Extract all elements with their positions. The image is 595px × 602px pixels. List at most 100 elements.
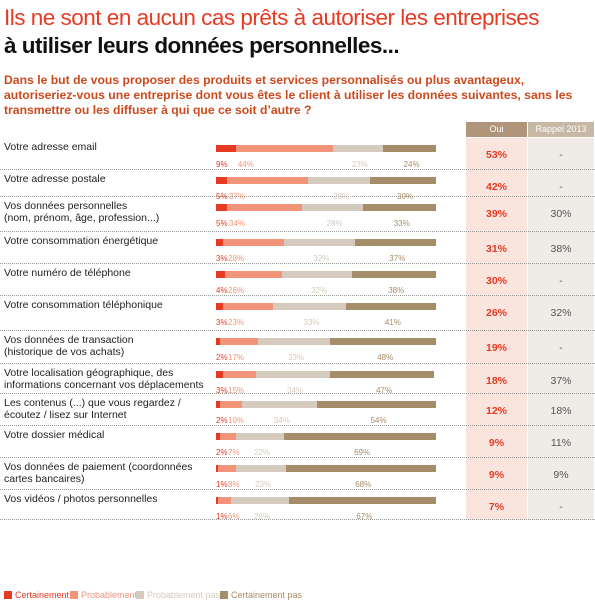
bar-segment-probablement-pas [301,204,364,211]
rappel-value: 11% [550,437,572,449]
row-label: Votre localisation géographique, des inf… [4,367,204,391]
bar-segment-certainement-pas [352,271,436,278]
data-label-certainement-pas: 48% [377,353,394,362]
legend-label: Certainement [15,590,70,600]
data-label-certainement: 5% [216,219,228,228]
table-row: Votre consommation téléphonique 3% 23% 33% 4… [0,296,595,331]
table-row: Votre localisation géographique, des inf… [0,364,595,395]
oui-value: 53% [485,149,507,161]
rappel-value: 30% [550,208,572,220]
bar-segment-probablement-pas [231,497,289,504]
bar-segment-probablement-pas [235,433,285,440]
data-label-certainement-pas: 33% [393,219,410,228]
oui-column-header: Oui [466,122,527,137]
row-separator [0,231,595,232]
data-label-certainement: 1% [216,512,228,521]
row-label: Votre numéro de téléphone [4,267,131,279]
rappel-column-background [528,138,594,520]
table-row: Votre dossier médical 2% 7% 22% 69% 9% 11% [0,426,595,458]
data-label-certainement: 3% [216,386,228,395]
data-label-certainement-pas: 38% [388,286,405,295]
data-label-certainement-pas: 68% [355,480,372,489]
legend-label: Certainement pas [231,590,303,600]
rappel-value: 32% [550,307,572,319]
data-label-certainement-pas: 54% [370,416,387,425]
bar-segment-probablement-pas [235,465,287,472]
oui-value: 31% [485,243,507,255]
bar-segment-certainement [216,303,223,310]
row-separator [0,425,595,426]
data-label-certainement-pas: 37% [389,254,406,263]
rappel-value: - [559,181,563,193]
legend-label: Probablement pas [147,590,221,600]
oui-value: 9% [488,437,505,449]
data-label-probablement: 15% [228,386,245,395]
table-row: Les contenus (...) que vous regardez / é… [0,394,595,426]
table-row: Vos vidéos / photos personnelles 1% 6% 26% 6… [0,490,595,521]
rappel-value: - [559,149,563,161]
bar-segment-certainement [216,465,219,472]
bar-segment-probablement [218,497,232,504]
bar-segment-probablement-pas [282,271,353,278]
bar-segment-certainement [216,204,227,211]
row-separator [0,457,595,458]
oui-value: 30% [485,275,507,287]
rappel-value: - [559,342,563,354]
data-label-probablement: 7% [228,448,240,457]
bar-segment-probablement [235,145,333,152]
rappel-value: - [559,501,563,513]
table-row: Votre adresse postale 5% 37% 28% 30% 42% - [0,170,595,201]
row-label: Vos données de paiement (coordonnées car… [4,461,193,485]
bar-segment-certainement [216,177,227,184]
bar-segment-probablement [222,371,256,378]
data-label-probablement-pas: 32% [313,254,330,263]
data-label-certainement-pas: 24% [403,160,420,169]
rappel-value: 9% [553,469,569,481]
row-label: Les contenus (...) que vous regardez / é… [4,397,181,421]
bar-segment-probablement [218,465,236,472]
row-separator [0,489,595,490]
data-label-certainement-pas: 69% [354,448,371,457]
oui-value: 18% [485,375,507,387]
survey-question: Dans le but de vous proposer des produit… [4,73,573,117]
rappel-value: - [559,275,563,287]
row-separator [0,196,595,197]
bar-segment-certainement-pas [345,303,436,310]
table-row: Votre adresse email 9% 44% 23% 24% 53% - [0,138,595,170]
data-label-probablement: 10% [228,416,245,425]
bar-segment-certainement [216,271,225,278]
bar-segment-probablement [220,433,236,440]
oui-value: 26% [485,307,507,319]
oui-value: 9% [488,469,505,481]
row-separator [0,519,595,520]
row-separator [0,393,595,394]
bar-segment-certainement-pas [317,401,436,408]
data-label-certainement: 3% [216,318,228,327]
row-separator [0,330,595,331]
row-separator [0,295,595,296]
data-label-certainement: 1% [216,480,228,489]
bar-segment-certainement-pas [370,177,436,184]
data-label-probablement-pas: 28% [333,192,350,201]
data-label-probablement: 34% [229,219,246,228]
data-label-certainement: 2% [216,416,228,425]
data-label-certainement-pas: 47% [376,386,393,395]
data-label-probablement-pas: 33% [288,353,305,362]
oui-value: 42% [485,181,507,193]
bar-segment-probablement [227,177,309,184]
bar-segment-probablement-pas [273,303,346,310]
chart-title-line-2: à utiliser leurs données personnelles... [4,33,400,58]
data-label-probablement: 8% [228,480,240,489]
table-row: Vos données de transaction (historique de… [0,331,595,364]
data-label-probablement: 37% [229,192,246,201]
data-label-probablement-pas: 28% [326,219,343,228]
data-label-certainement: 5% [216,192,228,201]
bar-segment-certainement-pas [330,371,434,378]
bar-segment-probablement-pas [308,177,370,184]
rappel-value: 18% [550,405,572,417]
data-label-certainement-pas: 30% [397,192,414,201]
bar-segment-certainement-pas [383,145,436,152]
row-label: Votre adresse email [4,141,97,153]
data-label-probablement: 17% [228,353,245,362]
oui-value: 19% [485,342,507,354]
